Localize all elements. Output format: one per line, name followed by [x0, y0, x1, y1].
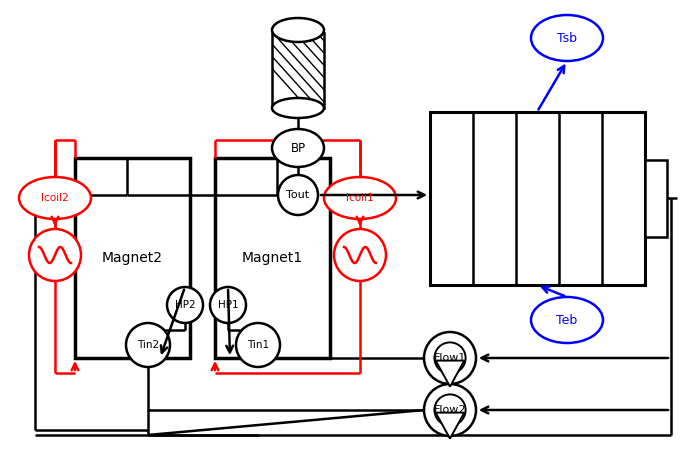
Circle shape [210, 287, 246, 323]
Text: HP1: HP1 [218, 300, 238, 310]
Text: Flow1: Flow1 [434, 353, 466, 363]
Text: Icoil2: Icoil2 [41, 193, 69, 203]
Text: Flow2: Flow2 [434, 405, 466, 415]
Circle shape [236, 323, 280, 367]
Bar [272, 33, 324, 108]
Text: Tout: Tout [287, 190, 310, 200]
Ellipse shape [19, 177, 91, 219]
Circle shape [278, 175, 318, 215]
Bar [645, 160, 667, 237]
Bar [215, 158, 330, 358]
Ellipse shape [531, 297, 603, 343]
Text: Teb: Teb [556, 314, 578, 326]
Text: Tsb: Tsb [557, 32, 577, 44]
Ellipse shape [272, 98, 324, 118]
Polygon shape [436, 413, 464, 439]
Ellipse shape [324, 177, 396, 219]
Text: Tin2: Tin2 [137, 340, 159, 350]
Circle shape [334, 229, 386, 281]
Circle shape [424, 332, 476, 384]
Ellipse shape [272, 129, 324, 167]
Bar [430, 112, 645, 285]
Circle shape [126, 323, 170, 367]
Circle shape [29, 229, 81, 281]
Text: Tin1: Tin1 [247, 340, 269, 350]
Circle shape [167, 287, 203, 323]
Bar [75, 158, 190, 358]
Text: Magnet2: Magnet2 [102, 251, 163, 265]
Ellipse shape [272, 18, 324, 42]
Ellipse shape [531, 15, 603, 61]
Polygon shape [436, 361, 464, 387]
Circle shape [424, 384, 476, 436]
Text: Magnet1: Magnet1 [242, 251, 303, 265]
Text: BP: BP [290, 141, 306, 154]
Text: HP2: HP2 [175, 300, 196, 310]
Text: Icoil1: Icoil1 [346, 193, 374, 203]
